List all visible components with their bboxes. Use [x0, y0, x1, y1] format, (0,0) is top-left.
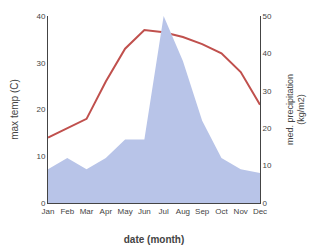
svg-text:med. precipitation(kg/m2): med. precipitation(kg/m2) — [285, 74, 307, 145]
svg-text:Aug: Aug — [176, 207, 190, 216]
svg-text:May: May — [118, 207, 133, 216]
svg-text:20: 20 — [263, 124, 272, 133]
svg-text:40: 40 — [36, 12, 45, 21]
svg-text:Jan: Jan — [42, 207, 55, 216]
svg-text:10: 10 — [263, 161, 272, 170]
svg-text:50: 50 — [263, 12, 272, 21]
svg-text:30: 30 — [36, 59, 45, 68]
svg-text:Apr: Apr — [100, 207, 113, 216]
svg-text:Dec: Dec — [253, 207, 267, 216]
svg-text:max temp (C): max temp (C) — [9, 79, 20, 140]
svg-text:30: 30 — [263, 87, 272, 96]
svg-text:40: 40 — [263, 49, 272, 58]
svg-text:date (month): date (month) — [124, 234, 185, 245]
svg-text:Sep: Sep — [195, 207, 210, 216]
svg-text:10: 10 — [36, 152, 45, 161]
svg-text:0: 0 — [263, 199, 268, 208]
svg-text:0: 0 — [41, 199, 46, 208]
svg-text:Oct: Oct — [215, 207, 228, 216]
svg-text:20: 20 — [36, 105, 45, 114]
svg-text:Feb: Feb — [60, 207, 74, 216]
svg-text:Nov: Nov — [234, 207, 248, 216]
svg-text:Jun: Jun — [138, 207, 151, 216]
svg-text:Jul: Jul — [159, 207, 169, 216]
svg-text:Mar: Mar — [80, 207, 94, 216]
